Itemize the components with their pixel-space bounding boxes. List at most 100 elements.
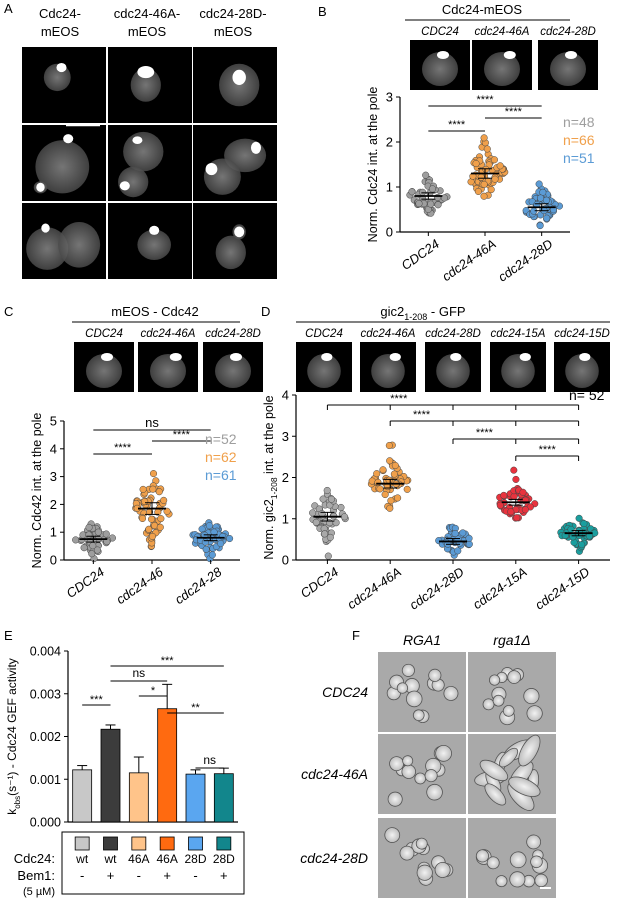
panel-a-tile-cell xyxy=(219,63,260,107)
panel-d-point xyxy=(390,470,398,478)
panel-c-thumb-cell xyxy=(86,354,122,388)
panel-f-cell xyxy=(492,694,505,707)
panel-d-thumb-label: cdc24-28D xyxy=(425,328,481,340)
panel-e-table-frame xyxy=(61,831,245,895)
panel-c-thumb-spot xyxy=(101,353,113,361)
panel-a-tile-spot xyxy=(36,182,45,192)
panel-d-thumb-cell xyxy=(371,354,405,388)
panel-e-bar xyxy=(157,708,178,823)
panel-e-y-tick-label: 0.004 xyxy=(30,645,61,659)
panel-b-thumb-spot xyxy=(503,51,516,59)
panel-a-tile-spot xyxy=(56,62,67,73)
panel-f-cell xyxy=(502,705,515,717)
panel-b-x-tick-label: cdc24-46A xyxy=(439,236,499,284)
panel-a-col1-label-line2: mEOS xyxy=(41,24,80,39)
panel-d-sig-label: **** xyxy=(476,427,494,439)
panel-f-cell xyxy=(495,875,508,888)
panel-b-sig-label: **** xyxy=(448,119,466,131)
panel-b-y-tick-label: 2 xyxy=(386,135,393,150)
panel-f-cell xyxy=(484,783,507,806)
panel-d-point xyxy=(580,520,588,528)
panel-d-point xyxy=(323,486,331,495)
panel-b-point xyxy=(474,187,482,195)
panel-e-legend-swatch xyxy=(74,836,90,851)
panel-f-cell xyxy=(428,668,442,682)
panel-d-x-tick-label: cdc24-28D xyxy=(407,564,467,612)
panel-d-y-tick-label: 2 xyxy=(282,470,289,485)
panel-b-thumb-cell xyxy=(550,52,586,86)
panel-e-y-label: kobs(s⁻¹) - Cdc24 GEF activity xyxy=(5,658,22,815)
panel-c-n-label: n=62 xyxy=(205,449,237,465)
panel-d-point xyxy=(567,525,575,533)
panel-d-point xyxy=(376,485,384,493)
panel-f-cell xyxy=(402,755,414,767)
panel-d-x-tick-label: CDC24 xyxy=(298,564,342,601)
panel-d-point xyxy=(507,508,515,516)
panel-d-point xyxy=(319,495,327,503)
panel-d-x-tick-label: cdc24-15A xyxy=(470,564,530,612)
panel-b-point xyxy=(542,196,550,204)
panel-d-thumb-label: cdc24-15D xyxy=(554,328,610,340)
panel-d-y-label-tail: int. at the pole xyxy=(262,395,276,477)
panel-b-sig-label: **** xyxy=(476,94,494,106)
panel-f-cell xyxy=(526,834,542,850)
panel-e-cdc24-cell: 28D xyxy=(184,852,206,866)
panel-e-bem1-cell: - xyxy=(137,868,141,883)
panel-d-x-tick-label: cdc24-15D xyxy=(532,564,592,612)
panel-e-sig-label: ns xyxy=(203,753,216,767)
panel-c-thumb-spot xyxy=(169,353,182,361)
panel-b-point xyxy=(419,188,427,196)
panel-d-point xyxy=(519,488,527,496)
panel-f-row-label: cdc24-28D xyxy=(300,850,368,866)
panel-c-point xyxy=(156,523,164,531)
panel-b-point xyxy=(491,175,499,183)
panel-b-n-label: n=48 xyxy=(563,114,595,130)
panel-e-bem1-cell: - xyxy=(80,868,84,883)
panel-a-tile-cell xyxy=(130,68,161,102)
panel-d-thumb-label: CDC24 xyxy=(305,328,343,340)
panel-e-bar xyxy=(185,773,206,823)
panel-e-y-label-tail: (s⁻¹) - Cdc24 GEF activity xyxy=(5,658,19,796)
panel-f-cell xyxy=(396,682,409,694)
panel-d-x-tick-label: cdc24-46A xyxy=(344,564,404,612)
panel-c-point xyxy=(205,522,213,530)
panel-d-thumb-spot xyxy=(389,353,401,361)
panel-c-y-label: Norm. Cdc42 int. at the pole xyxy=(30,413,44,569)
panel-d-point xyxy=(381,490,389,499)
panel-c-point xyxy=(94,528,102,536)
panel-a-letter: A xyxy=(4,1,13,16)
panel-e-legend-swatch xyxy=(188,836,203,851)
panel-c-point xyxy=(219,532,227,541)
panel-c-point xyxy=(79,531,87,539)
panel-f-cell xyxy=(523,688,540,705)
panel-d-header-main: gic2 xyxy=(380,304,404,319)
panel-c-point xyxy=(93,546,101,554)
panel-f-cell xyxy=(509,871,526,888)
panel-c-thumb-cell xyxy=(215,354,251,388)
panel-a-tile-cell xyxy=(26,227,69,270)
panel-b-thumbnails: CDC24 cdc24-46A cdc24-28D xyxy=(410,26,598,90)
panel-b-thumb-spot xyxy=(565,51,577,59)
panel-f-cell xyxy=(404,678,420,694)
panel-c-y-tick-label: 4 xyxy=(50,441,57,456)
panel-b-point xyxy=(408,188,416,196)
panel-a-tile-cell xyxy=(35,140,90,194)
panel-d-y-tick-label: 3 xyxy=(282,429,289,444)
panel-c-thumb-label: cdc24-28D xyxy=(205,328,261,340)
panel-d-point xyxy=(332,519,340,527)
panel-b-point xyxy=(496,162,504,170)
panel-d-thumb-spot xyxy=(519,353,531,361)
panel-b-point xyxy=(536,194,545,202)
panel-f-cell xyxy=(414,772,427,785)
panel-d-thumb-spot xyxy=(321,353,333,361)
panel-a-micrographs xyxy=(22,47,277,279)
panel-d-point xyxy=(500,491,508,499)
panel-b-point xyxy=(543,214,551,222)
panel-d-y-tick-label: 0 xyxy=(282,553,289,568)
panel-a-col1-label-line1: Cdc24- xyxy=(39,6,81,21)
panel-c-y-tick-label: 2 xyxy=(50,497,57,512)
panel-c-letter: C xyxy=(4,304,13,319)
panel-f-cell xyxy=(416,864,433,881)
